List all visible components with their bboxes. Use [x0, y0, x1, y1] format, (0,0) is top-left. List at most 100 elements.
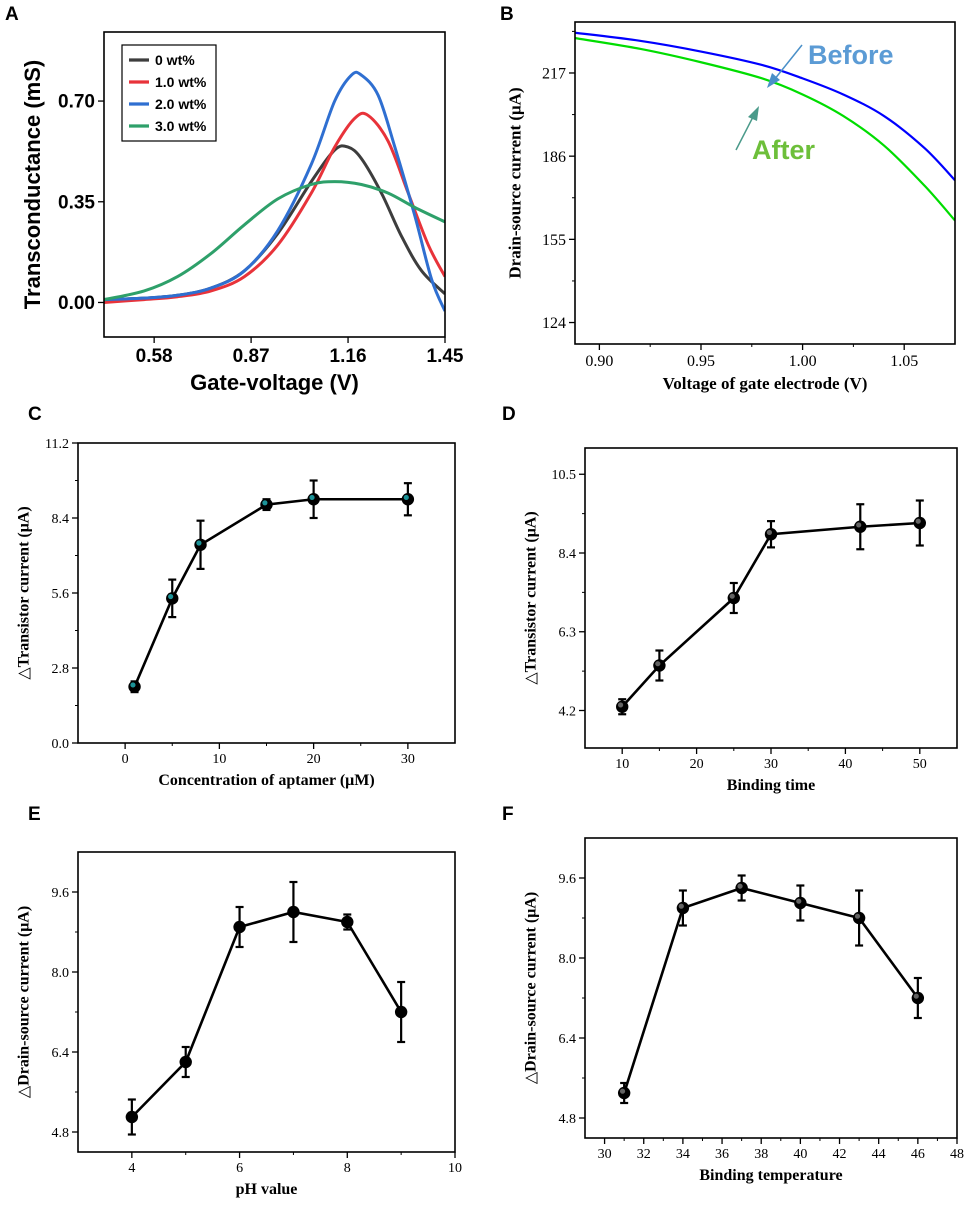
data-point-highlight: [403, 494, 409, 501]
plot-frame: [77, 442, 456, 744]
x-tick-label: 8: [344, 1161, 351, 1176]
data-point-highlight: [130, 682, 136, 688]
y-tick-label: 2.8: [52, 662, 70, 677]
x-tick-label: 10: [615, 757, 629, 772]
y-tick-label: 9.6: [559, 872, 577, 887]
y-axis-label: △Transistor current (μA): [15, 506, 32, 679]
panel-c: C 0 10 20 30 0.0 2.8 5.6 8.4 11.2 Concentration of…: [15, 404, 456, 789]
series-line: [622, 886, 919, 1094]
y-tick-label: 8.4: [52, 512, 70, 527]
data-point-highlight: [655, 661, 661, 667]
x-tick-label: 38: [754, 1147, 768, 1162]
series-line-2-0-wt-: [104, 70, 445, 312]
data-point-highlight: [913, 993, 919, 999]
panel-d: D 10 20 30 40 50 4.2 6.3 8.4 10.5 Binding time △Tra…: [502, 404, 958, 794]
y-tick-label: 6.4: [559, 1032, 577, 1047]
arrow-after-line: [735, 114, 755, 151]
panel-a: A 0.58 0.87 1.16 1.45 0.00 0.35 0.70 Gate-voltag…: [5, 4, 464, 395]
arrow-before-head: [767, 73, 780, 88]
arrow-before-line: [773, 44, 803, 81]
series-line: [133, 497, 408, 688]
y-tick-label: 0.35: [58, 192, 95, 213]
plot-frame: [584, 837, 958, 1139]
plot-area: [617, 874, 925, 1105]
y-tick-label: 6.4: [52, 1046, 70, 1061]
y-tick-label: 8.0: [52, 966, 70, 981]
x-tick-label: 30: [598, 1147, 612, 1162]
x-tick-label: 40: [793, 1147, 807, 1162]
panel-label: B: [500, 4, 514, 25]
plot-area: [575, 31, 955, 222]
data-point-highlight: [856, 522, 862, 528]
y-tick-label: 10.5: [552, 468, 577, 483]
x-tick-label: 32: [637, 1147, 651, 1162]
x-tick-label: 0.87: [233, 346, 270, 367]
x-tick-label: 20: [307, 752, 321, 767]
data-point: [394, 1005, 408, 1019]
x-axis-label: Binding time: [727, 777, 815, 794]
y-tick-label: 5.6: [52, 587, 70, 602]
y-tick-label: 11.2: [45, 437, 69, 452]
x-tick-label: 0: [122, 752, 129, 767]
data-point-highlight: [737, 883, 743, 889]
x-tick-label: 1.05: [890, 353, 918, 370]
x-tick-label: 10: [212, 752, 226, 767]
series-line-3-0-wt-: [104, 180, 445, 302]
x-axis-label: Voltage of gate electrode (V): [663, 374, 868, 393]
data-point-highlight: [196, 540, 202, 546]
data-point-highlight: [915, 518, 921, 524]
data-point: [179, 1055, 192, 1069]
data-point-highlight: [678, 903, 684, 909]
x-tick-label: 36: [715, 1147, 729, 1162]
x-axis-label: Concentration of aptamer (μM): [158, 772, 374, 789]
data-point-highlight: [796, 898, 802, 904]
data-point-highlight: [766, 529, 773, 536]
legend-label: 2.0 wt%: [155, 96, 207, 112]
plot-area: [128, 479, 415, 694]
y-tick-label: 4.2: [559, 704, 577, 719]
x-tick-label: 0.95: [687, 353, 715, 370]
legend-label: 1.0 wt%: [155, 74, 207, 90]
plot-area: [616, 499, 926, 716]
y-axis-label: △Drain-source current (μA): [522, 892, 539, 1084]
y-axis-label: △Drain-source current (μA): [15, 906, 32, 1098]
data-point: [125, 1110, 139, 1124]
x-tick-label: 30: [401, 752, 415, 767]
x-tick-label: 44: [872, 1147, 886, 1162]
x-tick-label: 1.45: [427, 346, 464, 367]
panel-b: B 0.90 0.95 1.00 1.05 124 155 186 217 Voltage of …: [500, 4, 956, 393]
data-point: [233, 920, 246, 934]
y-tick-label: 186: [542, 149, 566, 166]
y-tick-label: 4.8: [52, 1126, 70, 1141]
data-point-highlight: [729, 593, 735, 599]
panel-e: E 4 6 8 10 4.8 6.4 8.0 9.6 pH value △Drain-source …: [15, 804, 462, 1198]
series-line-0-wt-: [104, 144, 445, 302]
x-axis-label: pH value: [236, 1181, 298, 1198]
series-line-before: [575, 31, 955, 182]
annotation-after: After: [752, 135, 815, 165]
data-point-highlight: [309, 494, 315, 501]
data-point-highlight: [619, 1088, 626, 1094]
data-point: [341, 915, 354, 929]
series-line: [621, 521, 920, 708]
y-tick-label: 8.4: [559, 547, 577, 562]
data-point-highlight: [168, 593, 174, 600]
x-axis-label: Gate-voltage (V): [190, 370, 359, 395]
data-point-highlight: [854, 913, 861, 919]
x-tick-label: 6: [236, 1161, 243, 1176]
x-tick-label: 1.00: [789, 353, 817, 370]
arrow-after-head: [748, 106, 759, 121]
x-tick-label: 40: [838, 757, 852, 772]
annotations: Before After: [735, 40, 894, 165]
x-tick-label: 1.16: [330, 346, 367, 367]
panel-label: E: [28, 804, 41, 825]
x-tick-label: 30: [764, 757, 778, 772]
x-tick-label: 34: [676, 1147, 690, 1162]
y-axis-label: △Transistor current (μA): [522, 511, 539, 684]
y-tick-label: 217: [542, 66, 566, 83]
y-tick-label: 0.70: [58, 92, 95, 113]
y-tick-label: 0.00: [58, 293, 95, 314]
data-point: [287, 905, 300, 919]
y-tick-label: 8.0: [559, 952, 577, 967]
